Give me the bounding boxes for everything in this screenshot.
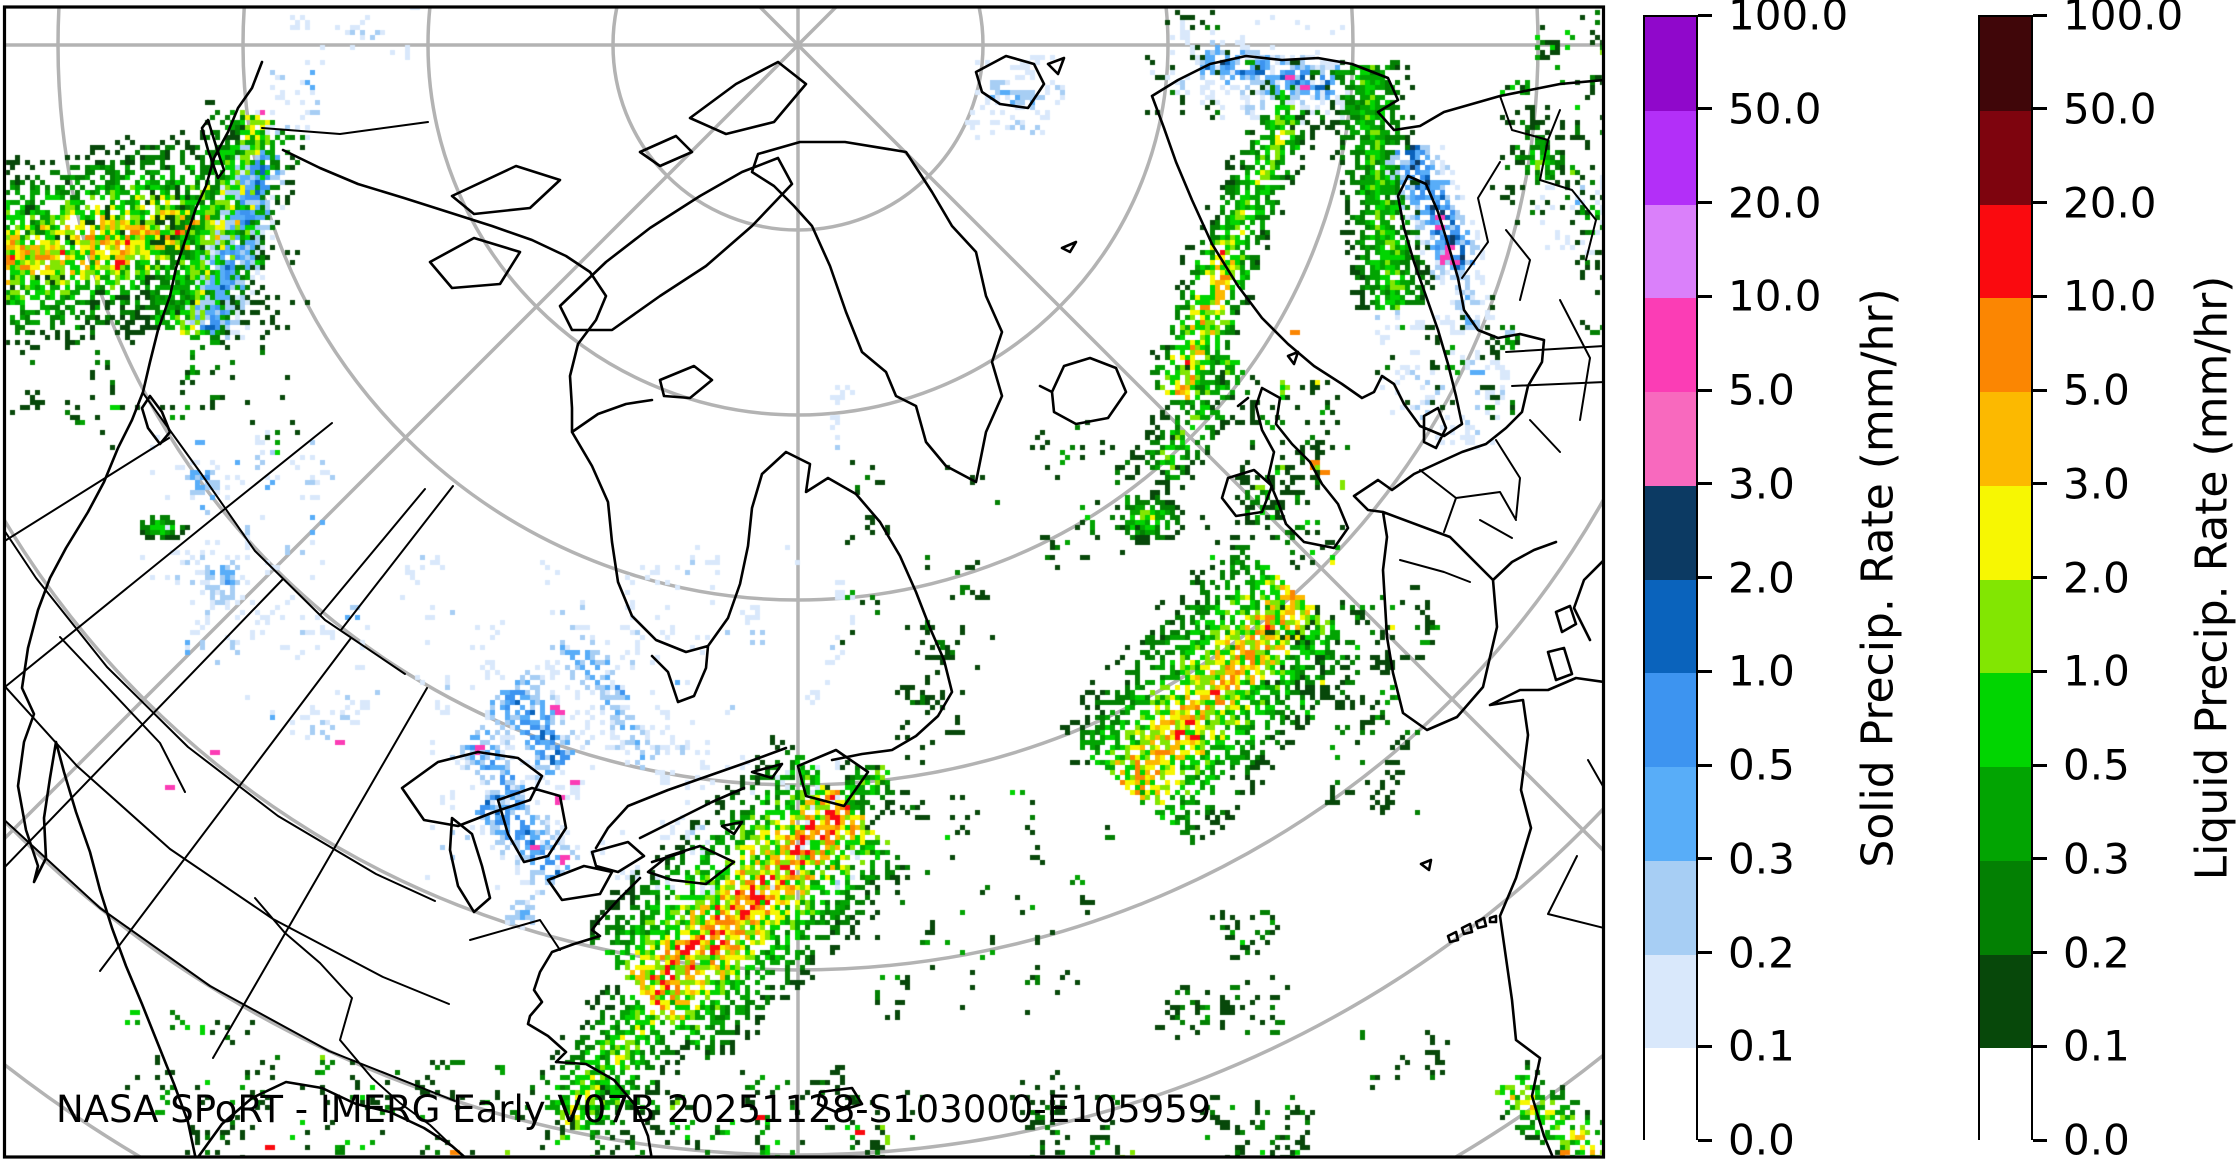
solid-colorbar-tick-label: 0.5	[1728, 740, 1795, 790]
solid-colorbar-tick-label: 2.0	[1728, 553, 1795, 602]
solid-colorbar-swatches	[1643, 15, 1698, 1143]
solid-colorbar-tick	[1698, 107, 1712, 111]
liquid-colorbar-segment	[1980, 579, 2031, 674]
solid-colorbar-tick	[1698, 13, 1712, 17]
solid-colorbar-tick-label: 1.0	[1728, 646, 1795, 696]
solid-colorbar-tick-label: 100.0	[1728, 0, 1849, 40]
liquid-colorbar-tick	[2033, 388, 2047, 392]
liquid-colorbar-tick-label: 3.0	[2063, 459, 2130, 509]
precipitation-layer	[0, 0, 1610, 1167]
liquid-colorbar-segment	[1980, 392, 2031, 487]
solid-colorbar-segment	[1645, 673, 1696, 768]
solid-colorbar-tick-label: 5.0	[1728, 365, 1795, 415]
solid-colorbar-segment	[1645, 204, 1696, 299]
coastline-north-america	[16, 60, 954, 1156]
liquid-colorbar-tick-label: 10.0	[2063, 271, 2157, 321]
liquid-colorbar-tick-label: 50.0	[2063, 84, 2157, 134]
liquid-colorbar-tick-label: 100.0	[2063, 0, 2184, 40]
map-border	[2, 5, 1606, 1159]
solid-colorbar-tick-label: 0.1	[1728, 1021, 1795, 1071]
solid-colorbar-segment	[1645, 485, 1696, 580]
solid-colorbar-tick	[1698, 482, 1712, 486]
liquid-colorbar-segment	[1980, 17, 2031, 112]
solid-colorbar-segment	[1645, 579, 1696, 674]
solid-colorbar-segment	[1645, 298, 1696, 393]
borders-us-states	[6, 392, 561, 1147]
solid-colorbar-tick	[1698, 576, 1712, 579]
liquid-colorbar-segment	[1980, 298, 2031, 393]
solid-colorbar-segment	[1645, 860, 1696, 955]
borders-africa	[1547, 759, 1602, 929]
liquid-colorbar-segment	[1980, 860, 2031, 955]
coastline-layer	[2, 5, 1606, 1159]
solid-colorbar-tick-label: 50.0	[1728, 84, 1822, 134]
liquid-colorbar-segment	[1980, 954, 2031, 1049]
liquid-colorbar-tick	[2033, 107, 2047, 111]
liquid-colorbar-tick	[2033, 201, 2047, 204]
liquid-colorbar-tick	[2033, 1044, 2047, 1048]
liquid-colorbar-segment	[1980, 204, 2031, 299]
liquid-colorbar-tick	[2033, 857, 2047, 861]
liquid-colorbar-tick	[2033, 763, 2047, 767]
solid-colorbar-tick-label: 0.2	[1728, 928, 1795, 977]
liquid-colorbar-segment	[1980, 110, 2031, 205]
coastline-greenland	[750, 140, 1004, 484]
liquid-colorbar-tick-label: 0.5	[2063, 740, 2130, 790]
solid-colorbar-tick	[1698, 857, 1712, 861]
liquid-colorbar-tick-label: 2.0	[2063, 553, 2130, 602]
solid-colorbar-segment	[1645, 17, 1696, 112]
solid-colorbar-tick	[1698, 763, 1712, 767]
liquid-colorbar-segment	[1980, 767, 2031, 862]
liquid-colorbar-tick-label: 5.0	[2063, 365, 2130, 415]
solid-colorbar-tick	[1698, 951, 1712, 954]
liquid-colorbar-tick	[2033, 951, 2047, 954]
liquid-colorbar-segment	[1980, 673, 2031, 768]
liquid-colorbar-tick	[2033, 482, 2047, 486]
liquid-colorbar-tick	[2033, 1138, 2047, 1142]
liquid-colorbar-tick	[2033, 669, 2047, 673]
liquid-colorbar-tick	[2033, 294, 2047, 298]
borders-canada-provinces	[220, 121, 454, 631]
solid-colorbar-tick-label: 3.0	[1728, 459, 1795, 509]
solid-colorbar-tick-label: 10.0	[1728, 271, 1822, 321]
solid-colorbar-tick	[1698, 1138, 1712, 1142]
timestamp-annotation: NASA SPoRT - IMERG Early V07B 20251128-S…	[56, 1088, 1212, 1131]
solid-colorbar-tick-label: 20.0	[1728, 178, 1822, 227]
liquid-colorbar-tick-label: 1.0	[2063, 646, 2130, 696]
solid-colorbar-segment	[1645, 767, 1696, 862]
solid-colorbar-segment	[1645, 954, 1696, 1049]
solid-colorbar-segment	[1645, 1048, 1696, 1143]
liquid-colorbar-tick-label: 0.3	[2063, 834, 2130, 884]
liquid-colorbar-tick-label: 0.2	[2063, 928, 2130, 977]
coastline-arctic-islands	[428, 60, 808, 332]
liquid-colorbar-segment	[1980, 485, 2031, 580]
liquid-colorbar-axis-label: Liquid Precip. Rate (mm/hr)	[2186, 275, 2237, 881]
solid-colorbar-tick	[1698, 388, 1712, 392]
map-panel: NASA SPoRT - IMERG Early V07B 20251128-S…	[0, 0, 1610, 1167]
liquid-colorbar-tick	[2033, 576, 2047, 579]
liquid-colorbar-tick	[2033, 13, 2047, 17]
borders-europe	[1399, 95, 1602, 583]
coastline-british-isles	[1220, 350, 1350, 550]
solid-colorbar-tick-label: 0.0	[1728, 1115, 1795, 1165]
solid-colorbar-tick	[1698, 1044, 1712, 1048]
liquid-colorbar-swatches	[1978, 15, 2033, 1143]
solid-colorbar-axis-label: Solid Precip. Rate (mm/hr)	[1852, 288, 1904, 868]
solid-colorbar-segment	[1645, 110, 1696, 205]
solid-colorbar-segment	[1645, 392, 1696, 487]
solid-colorbar-tick	[1698, 669, 1712, 673]
coastline-africa	[1419, 676, 1602, 1156]
liquid-colorbar-tick-label: 0.1	[2063, 1021, 2130, 1071]
solid-colorbar-tick-label: 0.3	[1728, 834, 1795, 884]
solid-colorbar-tick	[1698, 201, 1712, 204]
liquid-colorbar-tick-label: 20.0	[2063, 178, 2157, 227]
liquid-colorbar-segment	[1980, 1048, 2031, 1143]
liquid-colorbar-tick-label: 0.0	[2063, 1115, 2130, 1165]
coastline-europe	[1150, 54, 1602, 732]
coastline-iceland-svalbard	[974, 54, 1128, 426]
solid-colorbar-tick	[1698, 294, 1712, 298]
